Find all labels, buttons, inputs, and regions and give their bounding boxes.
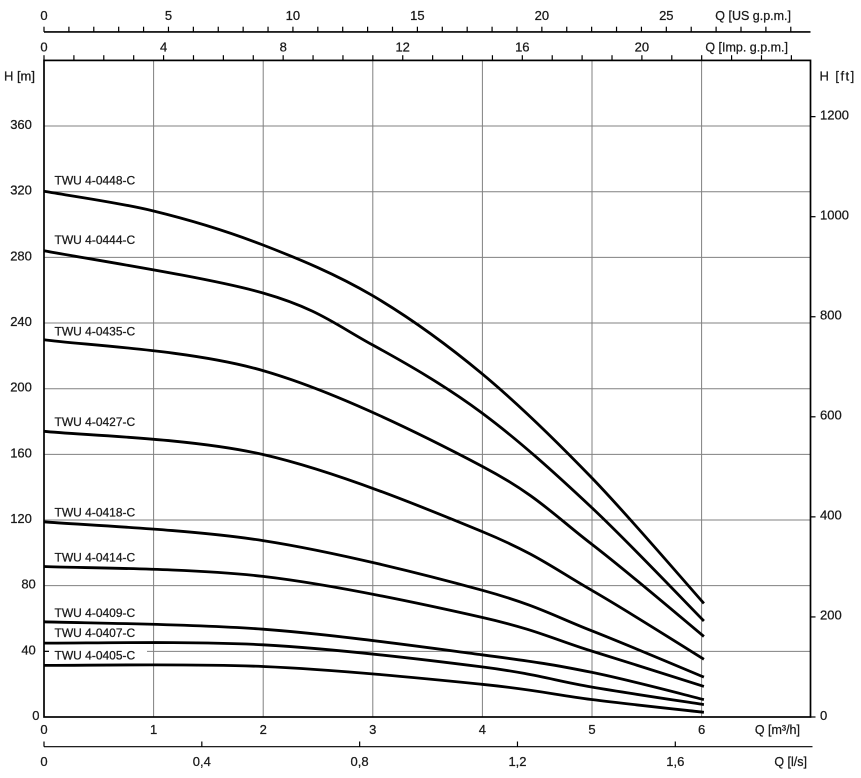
svg-text:8: 8 <box>280 40 287 55</box>
svg-text:16: 16 <box>515 40 529 55</box>
svg-text:1000: 1000 <box>820 207 849 222</box>
svg-text:5: 5 <box>165 8 172 23</box>
svg-text:TWU 4-0444-C: TWU 4-0444-C <box>55 233 136 247</box>
svg-text:0: 0 <box>40 754 47 769</box>
svg-text:1: 1 <box>150 722 157 737</box>
svg-text:TWU 4-0407-C: TWU 4-0407-C <box>55 626 136 640</box>
svg-text:4: 4 <box>160 40 167 55</box>
svg-text:1200: 1200 <box>820 107 849 122</box>
svg-text:6: 6 <box>698 722 705 737</box>
svg-text:10: 10 <box>286 8 300 23</box>
svg-text:20: 20 <box>635 40 649 55</box>
svg-text:TWU 4-0418-C: TWU 4-0418-C <box>55 506 136 520</box>
svg-text:H [m]: H [m] <box>4 69 35 84</box>
svg-text:360: 360 <box>10 117 32 132</box>
svg-text:TWU 4-0435-C: TWU 4-0435-C <box>55 324 136 338</box>
svg-text:Q [l/s]: Q [l/s] <box>774 755 807 769</box>
svg-text:12: 12 <box>395 40 409 55</box>
svg-text:0,4: 0,4 <box>193 754 211 769</box>
svg-text:15: 15 <box>410 8 424 23</box>
svg-text:5: 5 <box>588 722 595 737</box>
svg-text:80: 80 <box>21 577 35 592</box>
svg-text:3: 3 <box>369 722 376 737</box>
svg-text:280: 280 <box>10 248 32 263</box>
svg-text:160: 160 <box>10 445 32 460</box>
svg-text:0: 0 <box>40 8 47 23</box>
svg-text:TWU 4-0405-C: TWU 4-0405-C <box>55 649 136 663</box>
svg-text:Q [m³/h]: Q [m³/h] <box>755 723 800 737</box>
svg-text:0: 0 <box>32 708 39 723</box>
svg-text:TWU 4-0414-C: TWU 4-0414-C <box>55 550 136 564</box>
svg-text:800: 800 <box>820 308 842 323</box>
svg-text:20: 20 <box>535 8 549 23</box>
svg-text:200: 200 <box>820 608 842 623</box>
svg-text:120: 120 <box>10 511 32 526</box>
svg-text:2: 2 <box>260 722 267 737</box>
svg-text:4: 4 <box>479 722 486 737</box>
svg-text:200: 200 <box>10 380 32 395</box>
svg-text:25: 25 <box>659 8 673 23</box>
svg-text:Q [Imp. g.p.m.]: Q [Imp. g.p.m.] <box>705 41 788 55</box>
svg-text:H [ft]: H [ft] <box>820 69 856 84</box>
svg-text:600: 600 <box>820 408 842 423</box>
svg-text:0,8: 0,8 <box>351 754 369 769</box>
svg-text:400: 400 <box>820 508 842 523</box>
svg-text:TWU 4-0427-C: TWU 4-0427-C <box>55 415 136 429</box>
svg-text:240: 240 <box>10 314 32 329</box>
svg-text:320: 320 <box>10 183 32 198</box>
svg-text:TWU 4-0409-C: TWU 4-0409-C <box>55 606 136 620</box>
svg-text:TWU 4-0448-C: TWU 4-0448-C <box>55 174 136 188</box>
svg-text:Q [US g.p.m.]: Q [US g.p.m.] <box>715 9 791 23</box>
svg-text:0: 0 <box>40 40 47 55</box>
svg-text:1,2: 1,2 <box>508 754 526 769</box>
svg-text:0: 0 <box>40 722 47 737</box>
svg-text:1,6: 1,6 <box>666 754 684 769</box>
svg-text:40: 40 <box>21 642 35 657</box>
svg-text:0: 0 <box>820 708 827 723</box>
